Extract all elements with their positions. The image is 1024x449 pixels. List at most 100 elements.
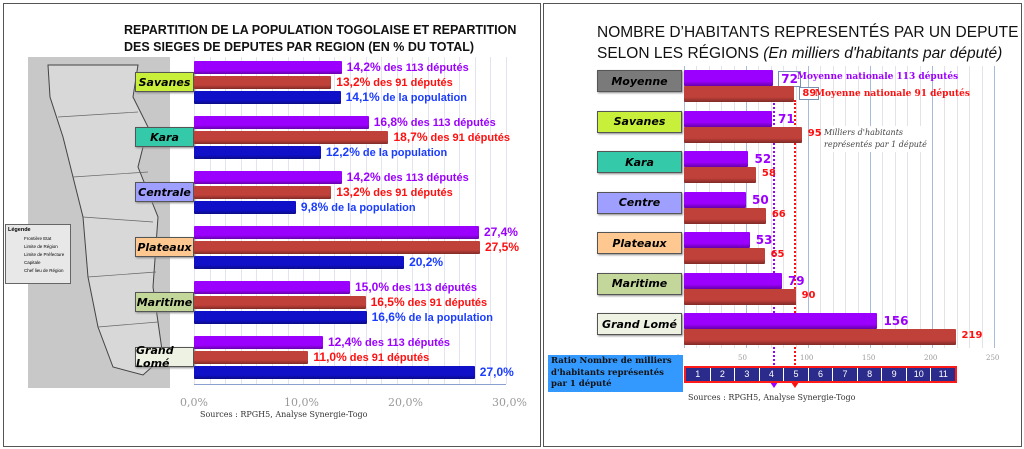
region-label: Centre [597, 191, 682, 214]
reference-line [794, 100, 797, 376]
value-label: 156 [883, 314, 909, 328]
value-suffix: des 113 députés [392, 282, 478, 294]
value-text: 12,4% [327, 335, 362, 349]
x-tick-label: 10,0% [284, 396, 319, 409]
map-legend-item: Capitale [24, 260, 41, 265]
ratio-scale-cell: 3 [734, 368, 759, 381]
grid-line [350, 57, 351, 384]
region-label: Kara [135, 127, 194, 147]
value-text: 9,8% [300, 200, 329, 214]
value-label: 50 [752, 192, 769, 207]
grid-line [318, 57, 320, 384]
bar [684, 126, 802, 143]
reference-label: Moyenne nationale 113 députés [797, 72, 959, 82]
value-label: 14,1% de la population [346, 90, 467, 104]
bar [684, 288, 796, 305]
value-text: 13,2% [336, 185, 371, 199]
value-label: 65 [770, 249, 785, 260]
bar [684, 272, 782, 289]
region-label: Kara [597, 151, 682, 173]
annotation-box: Milliers d'habitants représentés par 1 d… [822, 126, 929, 152]
value-text: 18,7% [393, 130, 428, 144]
togo-map-outline [47, 64, 164, 376]
value-label: 72 [778, 71, 801, 87]
bar [684, 207, 766, 224]
bar [194, 146, 321, 159]
value-label: 79 [787, 273, 805, 288]
map-legend-item: Limite de Région [24, 244, 58, 249]
ratio-scale-cell: 7 [832, 368, 857, 381]
grid-line [506, 57, 507, 384]
bar [194, 311, 367, 324]
bar [194, 226, 479, 239]
bar [194, 351, 309, 364]
value-text: 13,2% [336, 75, 371, 89]
value-text: 14,2% [346, 170, 381, 184]
grid-line [365, 57, 367, 384]
bar [194, 366, 475, 379]
bar [194, 256, 405, 269]
x-tick-label: 0,0% [180, 396, 208, 409]
grid-line [381, 57, 383, 384]
ratio-scale-cell: 2 [709, 368, 735, 381]
bar [684, 167, 756, 183]
ratio-scale-cell: 11 [930, 368, 955, 381]
ratio-scale: 1 2 3 4 5 6 7 8 9 10 11 [684, 366, 957, 383]
value-label: 14,2% des 113 députés [347, 60, 469, 74]
value-suffix: des 113 députés [383, 172, 469, 184]
value-label: 12,4% des 113 députés [328, 335, 450, 349]
x-tick-label: 50 [738, 354, 747, 362]
grid-line [334, 57, 336, 384]
right-title-line-1: NOMBRE D’HABITANTS REPRESENTÉS PAR UN DE… [597, 24, 1019, 41]
value-label: 12,2% de la population [326, 145, 447, 159]
left-source: Sources : RPGH5, Analyse Synergie-Togo [200, 410, 368, 419]
value-label: 13,2% des 91 députés [336, 75, 453, 89]
value-label: 27,5% [485, 240, 522, 254]
region-label: Savanes [135, 72, 194, 92]
grid-line [808, 66, 809, 348]
right-chart-title: NOMBRE D’HABITANTS REPRESENTÉS PAR UN DE… [597, 22, 1018, 64]
value-text: 16,6% [371, 310, 406, 324]
value-text: 27,5% [485, 240, 520, 254]
value-label: 95 [807, 127, 822, 139]
region-label: Plateaux [597, 232, 682, 254]
grid-line [969, 66, 971, 348]
x-tick-label: 100 [800, 354, 814, 362]
ratio-label: Ratio Nombre de milliers d'habitants rep… [548, 355, 683, 392]
grid-line [194, 57, 195, 384]
bar [684, 248, 765, 264]
bar [194, 201, 296, 214]
grid-line [932, 66, 933, 348]
value-label: 20,2% [409, 255, 446, 269]
bar [194, 296, 366, 309]
grid-line [490, 57, 492, 384]
grid-line [845, 66, 847, 348]
grid-line [428, 57, 429, 384]
grid-line [459, 57, 461, 384]
grid-line [832, 66, 834, 348]
value-text: 27,4% [483, 225, 518, 239]
bar [194, 186, 332, 199]
grid-line [225, 57, 227, 384]
value-label: 71 [778, 111, 795, 126]
value-label: 90 [801, 289, 816, 301]
grid-line [443, 57, 445, 384]
bar [684, 70, 774, 86]
region-label: Maritime [135, 292, 194, 312]
grid-line [240, 57, 242, 384]
ratio-scale-cell: 9 [881, 368, 906, 381]
map-legend: Légende Frontière Etat Limite de Région … [5, 224, 71, 284]
value-suffix: de la population [362, 147, 448, 159]
region-label: Grand Lomé [135, 344, 194, 370]
grid-line [770, 66, 772, 348]
grid-line [746, 66, 747, 348]
x-tick-label: 20,0% [388, 396, 423, 409]
region-label: Savanes [597, 110, 682, 133]
bar [194, 91, 341, 104]
x-tick-label: 200 [924, 354, 938, 362]
region-label: Maritime [597, 272, 682, 295]
region-label: Moyenne [597, 70, 682, 92]
value-text: 12,2% [325, 145, 360, 159]
map-legend-item: Limite de Préfecture [24, 252, 65, 257]
value-suffix: des 91 députés [430, 132, 510, 144]
